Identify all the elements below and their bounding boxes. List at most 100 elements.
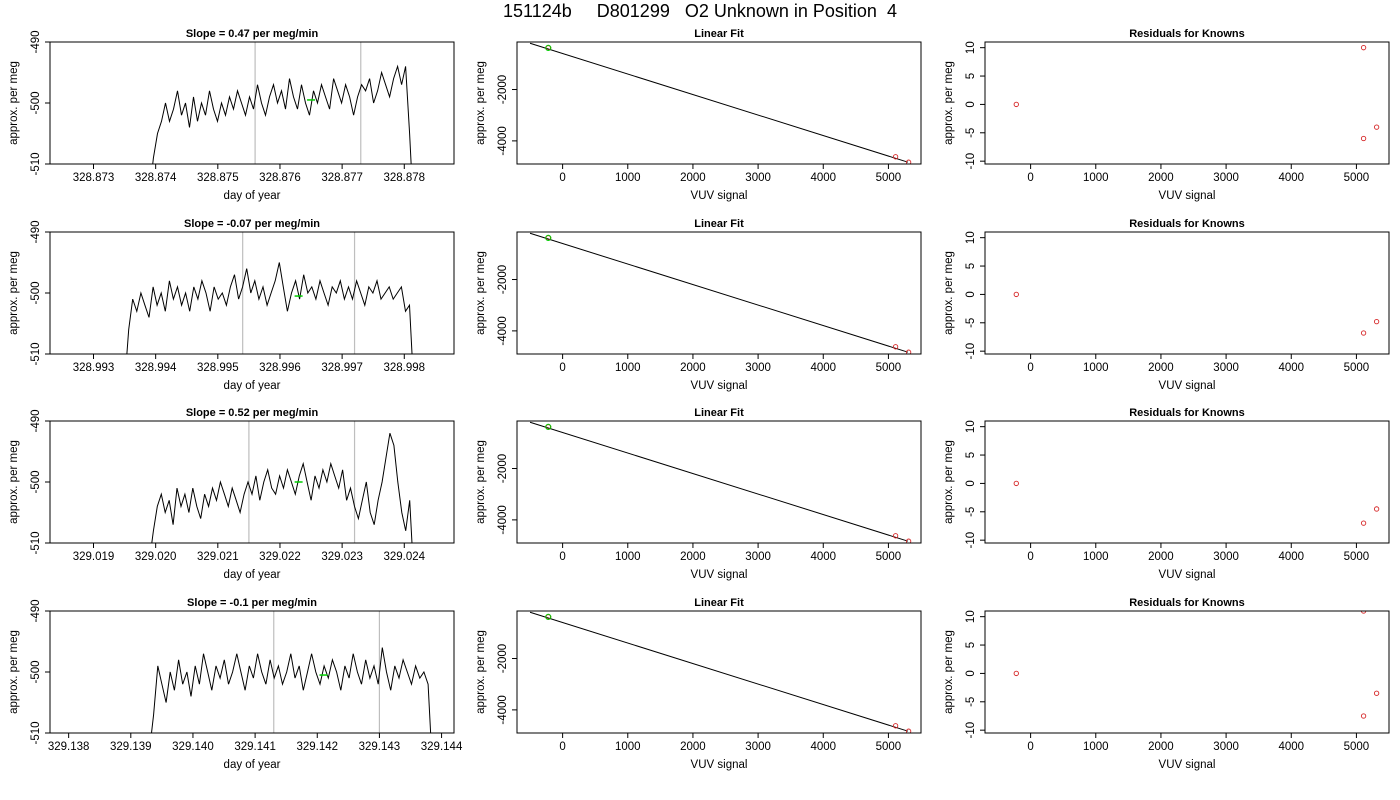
x-tick-label: 3000 — [745, 551, 771, 563]
x-tick-label: 2000 — [680, 172, 706, 184]
plot-area — [152, 42, 412, 164]
y-axis-label: approx. per meg — [943, 61, 955, 145]
x-tick-label: 1000 — [615, 172, 641, 184]
y-tick-label: -5 — [965, 318, 977, 328]
data-point — [1373, 690, 1380, 696]
x-axis-label: day of year — [224, 190, 281, 202]
data-point — [1360, 713, 1367, 719]
x-tick-label: 329.019 — [73, 551, 115, 563]
x-axis-label: day of year — [224, 380, 281, 392]
panel-title: Residuals for Knowns — [1129, 218, 1245, 230]
data-point — [892, 344, 899, 350]
y-axis-label: approx. per meg — [943, 440, 955, 524]
panel-title: Linear Fit — [694, 407, 744, 419]
plot-area — [529, 232, 912, 354]
x-tick-label: 329.140 — [172, 741, 214, 753]
y-tick-label: 10 — [965, 610, 977, 623]
green-point — [545, 44, 552, 52]
series-line — [126, 262, 413, 354]
y-tick-label: -490 — [30, 599, 42, 622]
x-tick-label: 328.873 — [73, 172, 115, 184]
x-tick-label: 4000 — [1278, 362, 1304, 374]
data-point — [905, 349, 912, 354]
x-axis-label: VUV signal — [691, 380, 748, 392]
x-tick-label: 1000 — [1083, 551, 1109, 563]
panel-title: Linear Fit — [694, 597, 744, 609]
plot-area — [529, 421, 912, 543]
green-point — [545, 234, 552, 242]
panel-resid-3: Residuals for Knowns 0 1000 2000 3000 4000 500… — [943, 407, 1390, 581]
x-tick-label: 328.874 — [135, 172, 177, 184]
x-axis-label: VUV signal — [1159, 380, 1216, 392]
y-axis-label: approx. per meg — [8, 61, 20, 145]
x-tick-label: 3000 — [1213, 362, 1239, 374]
panel-fit-4: Linear Fit 0 1000 2000 3000 4000 5000 VUV signa… — [475, 597, 922, 771]
x-tick-label: 5000 — [1344, 362, 1370, 374]
x-tick-label: 329.024 — [383, 551, 425, 563]
y-tick-label: 10 — [965, 231, 977, 244]
y-tick-label: -10 — [965, 532, 977, 549]
plot-frame — [984, 610, 1390, 734]
x-tick-label: 0 — [1027, 551, 1033, 563]
x-tick-label: 3000 — [1213, 551, 1239, 563]
x-tick-label: 0 — [1027, 172, 1033, 184]
x-tick-label: 329.022 — [259, 551, 301, 563]
plot-area — [151, 421, 413, 543]
data-point — [1360, 135, 1367, 142]
x-tick-label: 328.876 — [259, 172, 301, 184]
data-point — [892, 533, 899, 539]
plot-frame — [516, 420, 922, 544]
plot-area — [1013, 480, 1380, 526]
x-tick-label: 1000 — [1083, 172, 1109, 184]
x-tick-label: 0 — [559, 551, 565, 563]
x-tick-label: 5000 — [876, 362, 902, 374]
plot-area — [1013, 291, 1380, 336]
data-point — [1373, 506, 1380, 512]
x-tick-label: 4000 — [1278, 172, 1304, 184]
fit-line — [529, 42, 909, 163]
x-axis-label: VUV signal — [1159, 759, 1216, 771]
x-axis-label: VUV signal — [691, 759, 748, 771]
y-tick-label: -2000 — [497, 75, 509, 104]
y-tick-label: -5 — [965, 128, 977, 138]
y-axis-label: approx. per meg — [943, 630, 955, 714]
y-tick-label: -2000 — [497, 644, 509, 673]
panel-title: Residuals for Knowns — [1129, 28, 1245, 40]
data-point — [1013, 291, 1019, 298]
panel-fit-2: Linear Fit 0 1000 2000 3000 4000 5000 VUV signa… — [475, 218, 922, 392]
series-line — [151, 433, 413, 543]
y-tick-label: -5 — [965, 507, 977, 517]
data-point — [1360, 330, 1367, 336]
panel-title: Slope = 0.47 per meg/min — [186, 28, 319, 40]
data-point — [1013, 480, 1019, 487]
y-tick-label: 0 — [965, 480, 977, 486]
fit-line — [529, 232, 909, 353]
x-axis-label: day of year — [224, 569, 281, 581]
y-axis-label: approx. per meg — [8, 251, 20, 335]
plot-frame — [516, 231, 922, 355]
x-tick-label: 328.993 — [73, 362, 115, 374]
x-tick-label: 2000 — [1148, 362, 1174, 374]
data-point — [905, 159, 912, 164]
plot-area — [150, 611, 432, 733]
data-point — [1360, 45, 1367, 51]
x-tick-label: 328.878 — [383, 172, 425, 184]
x-tick-label: 328.877 — [321, 172, 363, 184]
fit-line — [529, 421, 909, 542]
x-tick-label: 3000 — [1213, 741, 1239, 753]
x-tick-label: 329.143 — [359, 741, 401, 753]
x-tick-label: 5000 — [1344, 741, 1370, 753]
x-tick-label: 5000 — [1344, 172, 1370, 184]
x-tick-label: 329.021 — [197, 551, 239, 563]
y-tick-label: -510 — [30, 721, 42, 744]
plot-area — [1013, 45, 1380, 142]
x-tick-label: 1000 — [615, 551, 641, 563]
y-tick-label: -490 — [30, 30, 42, 53]
data-point — [892, 723, 899, 729]
y-tick-label: -4000 — [497, 695, 509, 724]
data-point — [1013, 101, 1019, 108]
x-tick-label: 0 — [559, 362, 565, 374]
y-tick-label: 5 — [965, 73, 977, 79]
y-tick-label: -490 — [30, 220, 42, 243]
y-axis-label: approx. per meg — [8, 440, 20, 524]
